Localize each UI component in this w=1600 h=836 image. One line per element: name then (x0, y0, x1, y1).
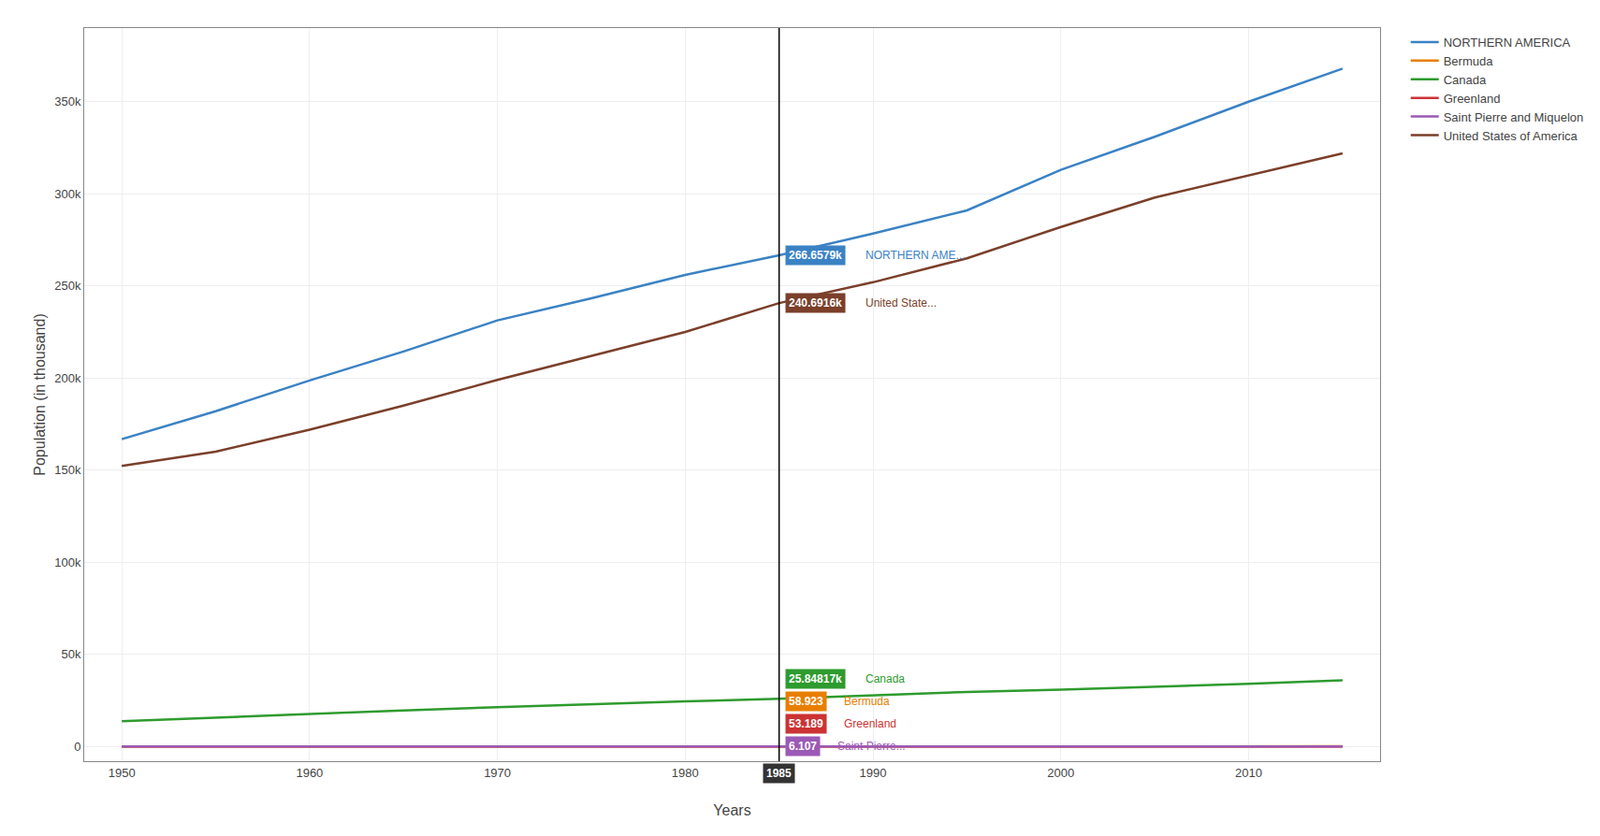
svg-text:Saint Pierre and Miquelon: Saint Pierre and Miquelon (1443, 110, 1585, 125)
svg-text:1960: 1960 (295, 766, 323, 781)
svg-text:Canada: Canada (865, 672, 905, 686)
svg-text:250k: 250k (54, 278, 82, 293)
svg-text:200k: 200k (54, 371, 82, 386)
svg-text:Years: Years (712, 802, 751, 819)
svg-text:2010: 2010 (1235, 766, 1263, 781)
svg-text:266.6579k: 266.6579k (788, 248, 843, 262)
svg-text:240.6916k: 240.6916k (788, 296, 843, 310)
svg-text:NORTHERN AME...: NORTHERN AME... (865, 248, 965, 262)
svg-text:Greenland: Greenland (1443, 91, 1501, 106)
svg-text:Saint Pierre...: Saint Pierre... (837, 740, 906, 754)
svg-text:6.107: 6.107 (788, 740, 817, 754)
svg-text:100k: 100k (54, 555, 82, 570)
svg-text:Greenland: Greenland (843, 717, 897, 731)
svg-text:1985: 1985 (766, 767, 792, 781)
svg-text:1980: 1980 (671, 766, 699, 781)
svg-text:300k: 300k (54, 187, 82, 202)
svg-text:50k: 50k (60, 647, 81, 662)
svg-text:53.189: 53.189 (788, 717, 824, 731)
svg-text:350k: 350k (54, 94, 82, 109)
svg-text:150k: 150k (54, 463, 82, 478)
svg-text:United States of America: United States of America (1443, 129, 1579, 144)
svg-text:1990: 1990 (859, 766, 888, 781)
svg-text:Canada: Canada (1443, 72, 1487, 88)
svg-text:1970: 1970 (483, 766, 511, 781)
svg-text:0: 0 (73, 740, 81, 755)
svg-text:Bermuda: Bermuda (1443, 54, 1495, 69)
svg-text:58.923: 58.923 (788, 695, 824, 709)
svg-text:NORTHERN AMERICA: NORTHERN AMERICA (1443, 35, 1571, 50)
svg-text:Population (in thousand): Population (in thousand) (31, 313, 48, 476)
svg-text:United State...: United State... (865, 296, 937, 310)
svg-text:Bermuda: Bermuda (843, 695, 890, 709)
svg-text:1950: 1950 (108, 766, 136, 781)
svg-text:2000: 2000 (1047, 766, 1075, 781)
svg-text:25.84817k: 25.84817k (788, 672, 843, 686)
